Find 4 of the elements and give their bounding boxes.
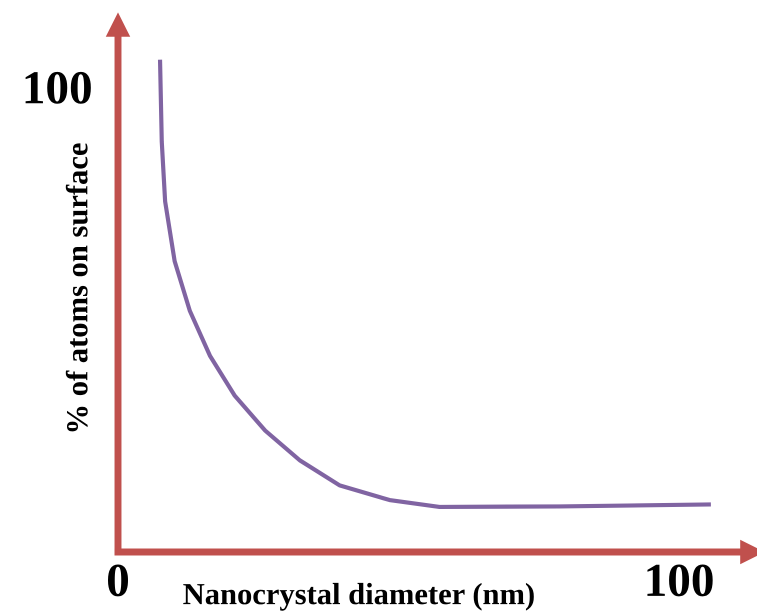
text: 100	[26, 72, 91, 104]
y-axis-title: % of atoms on surface	[66, 143, 88, 432]
x-tick-label: 0	[108, 564, 128, 596]
x-axis-title: Nanocrystal diameter (nm)	[183, 582, 534, 611]
